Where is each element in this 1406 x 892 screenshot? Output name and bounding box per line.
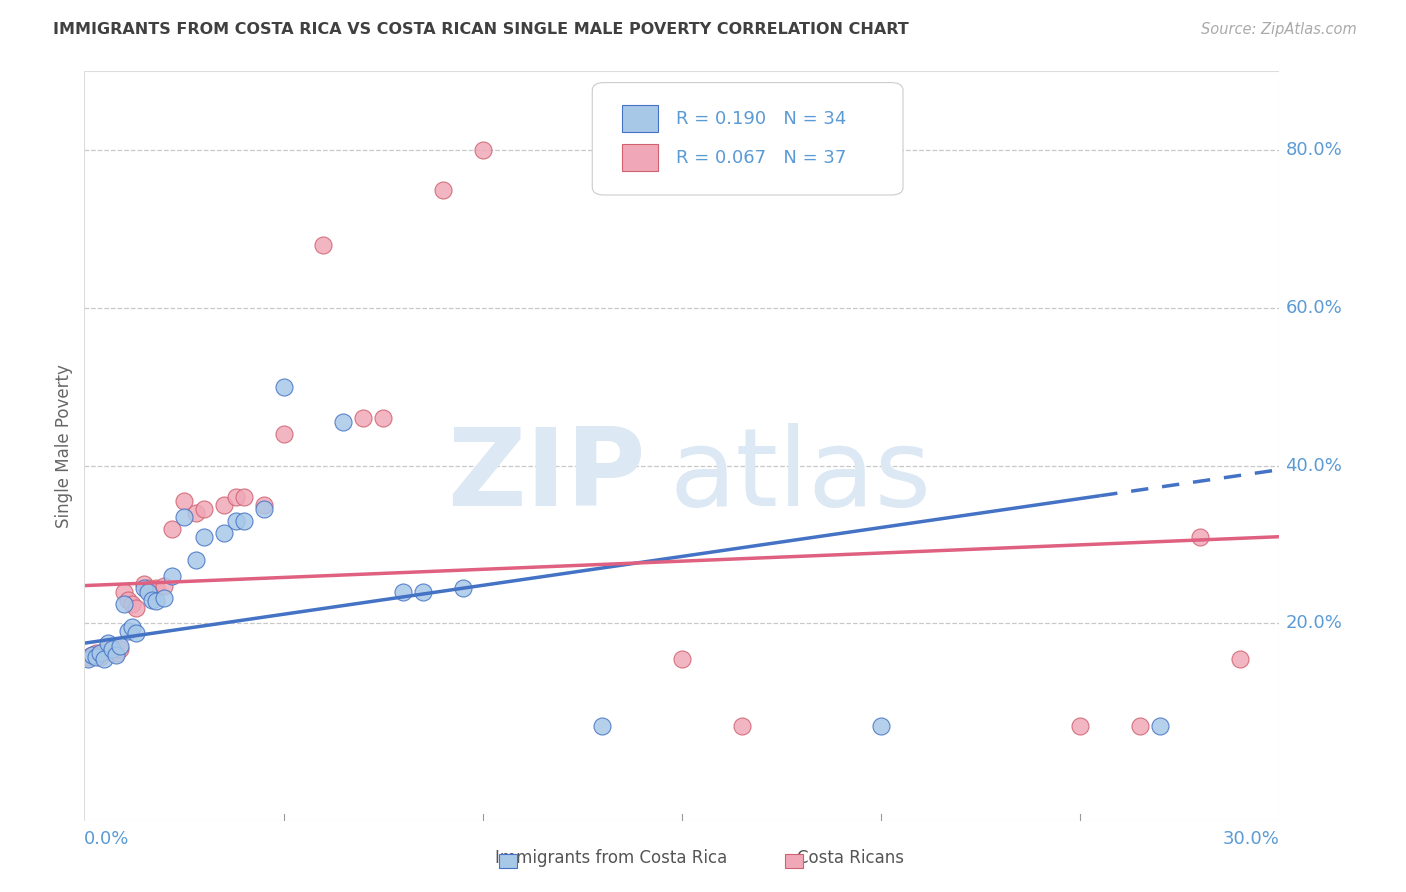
Point [101, 644, 124, 658]
Point [373, 411, 395, 425]
FancyBboxPatch shape [623, 105, 658, 132]
Point [870, 719, 893, 733]
Point [112, 585, 135, 599]
Point [125, 626, 148, 640]
Point [132, 577, 156, 591]
Text: Source: ZipAtlas.com: Source: ZipAtlas.com [1201, 22, 1357, 37]
Point [89, 647, 111, 661]
Point [451, 581, 474, 595]
Point [1069, 719, 1091, 733]
Point [253, 502, 276, 516]
Point [731, 719, 754, 733]
Text: 60.0%: 60.0% [1285, 299, 1343, 317]
Y-axis label: Single Male Poverty: Single Male Poverty [55, 364, 73, 528]
Point [671, 652, 693, 666]
Point [121, 597, 143, 611]
Point [77, 652, 100, 666]
Point [193, 502, 215, 516]
Point [212, 525, 235, 540]
Point [145, 581, 167, 595]
Point [471, 143, 494, 157]
Point [93, 644, 115, 658]
Point [125, 600, 148, 615]
Point [89, 649, 111, 664]
Point [193, 530, 215, 544]
Point [86, 649, 108, 664]
Text: Costa Ricans: Costa Ricans [797, 849, 904, 867]
Point [110, 639, 132, 653]
Point [173, 494, 195, 508]
Point [1129, 719, 1152, 733]
Point [352, 411, 374, 425]
Point [232, 514, 254, 528]
Point [1229, 652, 1251, 666]
Text: 30.0%: 30.0% [1223, 830, 1279, 848]
Point [212, 498, 235, 512]
Point [160, 522, 183, 536]
Point [82, 648, 104, 662]
Point [1188, 530, 1211, 544]
Point [105, 647, 128, 661]
Point [232, 490, 254, 504]
Point [141, 592, 163, 607]
Point [225, 490, 247, 504]
Point [121, 620, 143, 634]
Point [112, 597, 135, 611]
Text: R = 0.190   N = 34: R = 0.190 N = 34 [676, 110, 846, 128]
Point [117, 624, 139, 639]
Text: IMMIGRANTS FROM COSTA RICA VS COSTA RICAN SINGLE MALE POVERTY CORRELATION CHART: IMMIGRANTS FROM COSTA RICA VS COSTA RICA… [53, 22, 910, 37]
Point [412, 585, 434, 599]
Point [117, 592, 139, 607]
Point [432, 183, 454, 197]
FancyBboxPatch shape [623, 144, 658, 171]
Point [184, 506, 207, 520]
Point [392, 585, 415, 599]
Text: 80.0%: 80.0% [1285, 141, 1343, 160]
Point [110, 641, 132, 656]
FancyBboxPatch shape [592, 83, 903, 195]
Point [173, 510, 195, 524]
Point [86, 647, 108, 661]
Point [145, 594, 167, 608]
Point [591, 719, 613, 733]
Point [153, 591, 176, 606]
Text: 0.0%: 0.0% [84, 830, 129, 848]
Point [105, 648, 128, 662]
Point [77, 649, 100, 664]
Point [97, 640, 120, 654]
Point [93, 652, 115, 666]
Point [101, 641, 124, 656]
Text: 40.0%: 40.0% [1285, 457, 1343, 475]
Point [97, 636, 120, 650]
Text: Immigrants from Costa Rica: Immigrants from Costa Rica [495, 849, 728, 867]
Point [160, 569, 183, 583]
Point [225, 514, 247, 528]
Point [253, 498, 276, 512]
Point [82, 648, 104, 662]
Text: 20.0%: 20.0% [1285, 615, 1343, 632]
Point [273, 427, 295, 442]
Point [136, 581, 159, 595]
Point [332, 415, 354, 429]
Point [136, 585, 159, 599]
Text: atlas: atlas [671, 423, 932, 529]
Point [273, 380, 295, 394]
Point [312, 238, 335, 252]
Point [1149, 719, 1171, 733]
Text: ZIP: ZIP [447, 423, 647, 529]
Point [132, 581, 156, 595]
Text: R = 0.067   N = 37: R = 0.067 N = 37 [676, 149, 846, 167]
Point [184, 553, 207, 567]
Point [153, 579, 176, 593]
